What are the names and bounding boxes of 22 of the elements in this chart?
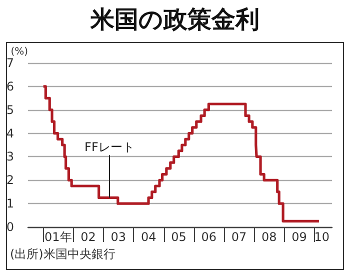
x-tick-label: 05 — [171, 230, 186, 244]
y-tick-label: 7 — [6, 56, 14, 70]
x-tick-label: 08 — [262, 230, 277, 244]
y-axis-title: (%) — [10, 46, 28, 58]
x-tick-label: 06 — [201, 230, 216, 244]
x-tick-label: 07 — [231, 230, 247, 244]
y-tick-label: 2 — [6, 173, 14, 188]
x-tick-label: 04 — [140, 230, 156, 244]
y-tick-label: 1 — [6, 196, 14, 211]
y-tick-label: 3 — [6, 150, 14, 164]
x-tick-label: 10 — [314, 230, 330, 244]
chart-title: 米国の政策金利 — [90, 4, 260, 34]
y-tick-label: 5 — [6, 102, 14, 117]
y-tick-label: 0 — [6, 220, 14, 234]
x-tick-label: 03 — [110, 230, 126, 244]
x-tick-label: 01年 — [44, 230, 72, 244]
y-tick-label: 6 — [6, 79, 14, 94]
text: (出所)米国中央銀行 — [10, 247, 116, 261]
x-tick-label: 02 — [80, 230, 96, 244]
annotation: FFレート — [84, 140, 134, 154]
y-tick-label: 4 — [6, 126, 14, 140]
x-tick-label: 09 — [292, 230, 307, 244]
